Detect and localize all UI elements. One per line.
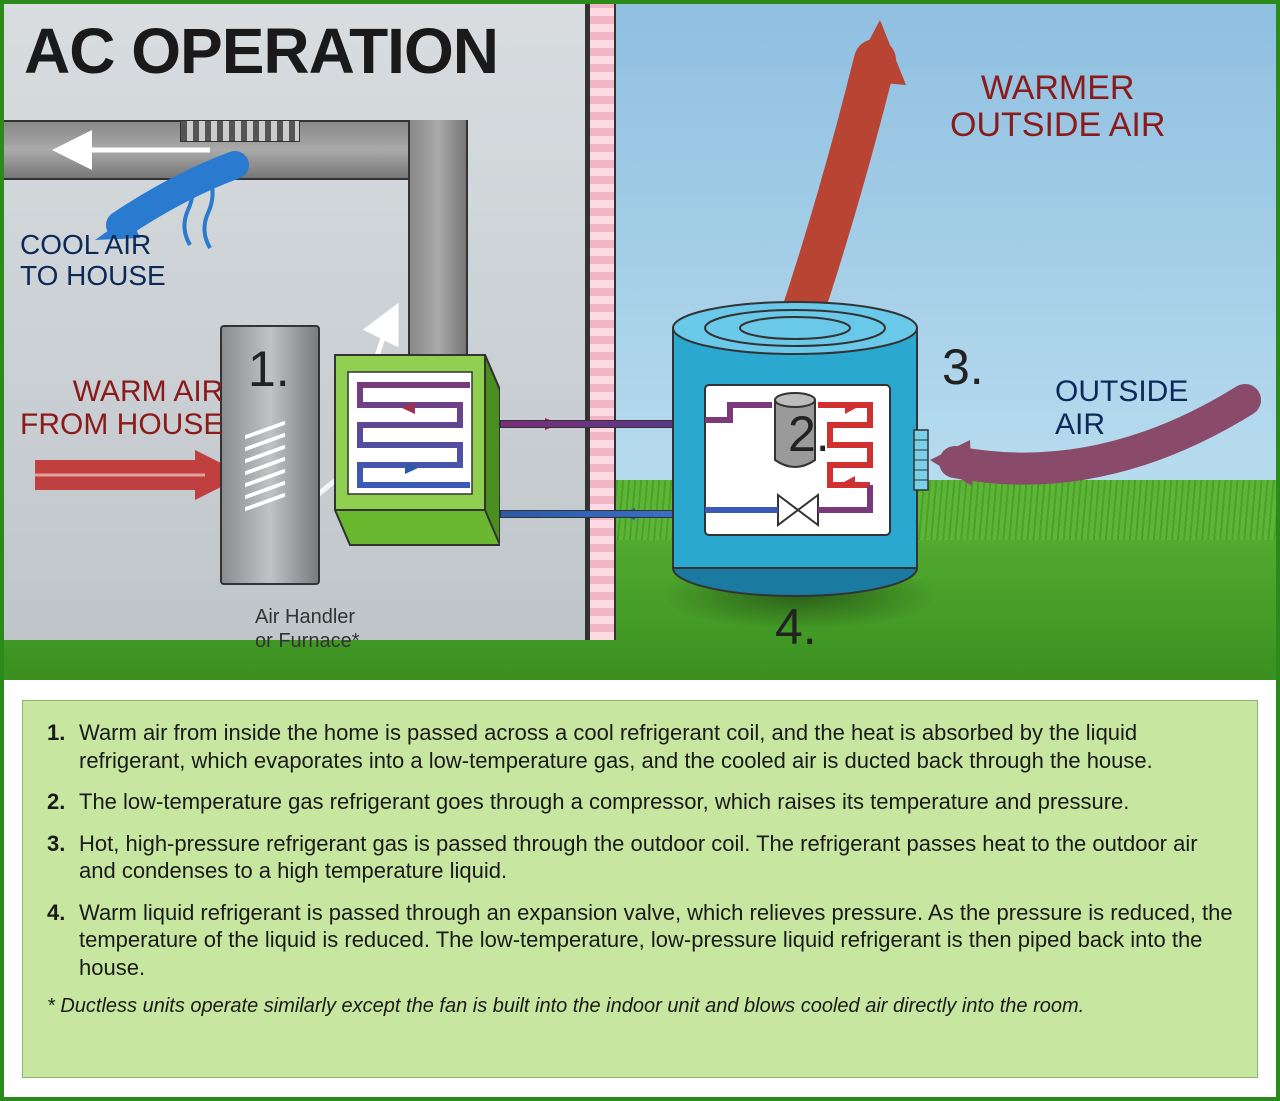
refrigerant-pipe-cold xyxy=(500,510,685,518)
step-item: 2.The low-temperature gas refrigerant go… xyxy=(47,788,1233,816)
footnote-text: * Ductless units operate similarly excep… xyxy=(47,995,1233,1018)
warm-air-in-label: WARM AIRFROM HOUSE xyxy=(20,375,223,441)
wall-insulation xyxy=(588,0,616,640)
steps-panel: 1.Warm air from inside the home is passe… xyxy=(22,700,1258,1078)
step-num: 4. xyxy=(47,899,73,982)
step-text: The low-temperature gas refrigerant goes… xyxy=(79,788,1129,816)
step-text: Warm air from inside the home is passed … xyxy=(79,719,1233,774)
step-text: Hot, high-pressure refrigerant gas is pa… xyxy=(79,830,1233,885)
step-num: 2. xyxy=(47,788,73,816)
diagram-area: AC OPERATION xyxy=(0,0,1280,680)
step-item: 1.Warm air from inside the home is passe… xyxy=(47,719,1233,774)
callout-number-4: 4. xyxy=(775,598,817,656)
step-item: 3.Hot, high-pressure refrigerant gas is … xyxy=(47,830,1233,885)
refrigerant-pipe-hot xyxy=(500,420,685,428)
air-handler-caption: Air Handleror Furnace* xyxy=(255,605,360,653)
step-item: 4.Warm liquid refrigerant is passed thro… xyxy=(47,899,1233,982)
step-text: Warm liquid refrigerant is passed throug… xyxy=(79,899,1233,982)
diagram-title: AC OPERATION xyxy=(24,14,498,88)
callout-number-2: 2. xyxy=(788,405,830,463)
callout-number-1: 1. xyxy=(248,340,290,398)
outside-air-label: OUTSIDEAIR xyxy=(1055,375,1188,441)
step-num: 3. xyxy=(47,830,73,885)
callout-number-3: 3. xyxy=(942,338,984,396)
step-num: 1. xyxy=(47,719,73,774)
warm-air-out-label: WARMEROUTSIDE AIR xyxy=(950,70,1165,145)
ceiling-vent-icon xyxy=(180,120,300,142)
cool-air-label: COOL AIRTO HOUSE xyxy=(20,230,166,292)
air-handler-grille-icon xyxy=(245,420,295,520)
infographic-canvas: AC OPERATION xyxy=(0,0,1280,1101)
evaporator-unit xyxy=(320,350,500,550)
